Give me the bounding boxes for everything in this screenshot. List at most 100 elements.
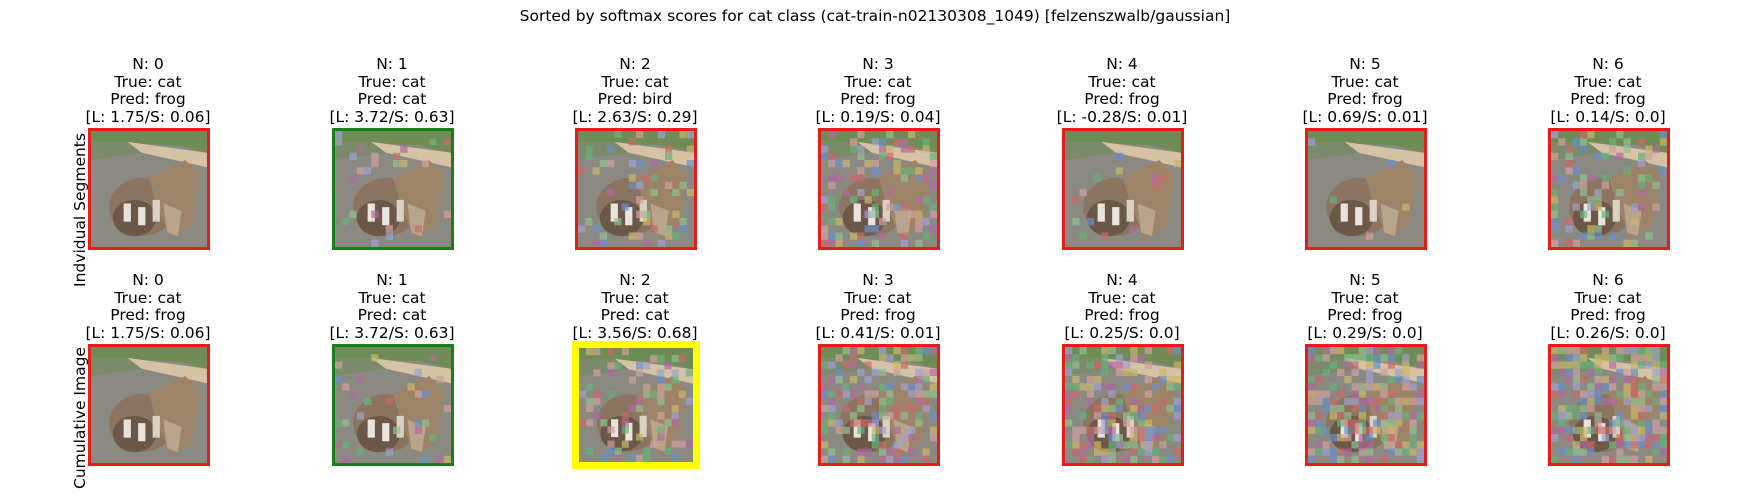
caption-pred: Pred: frog xyxy=(1084,90,1160,109)
panel-caption: N: 4 True: cat Pred: frog [L: 0.25/S: 0.0] xyxy=(1012,271,1232,342)
panel-image-frame xyxy=(1305,344,1427,466)
caption-score: [L: 3.56/S: 0.68] xyxy=(572,323,698,342)
panel-caption: N: 1 True: cat Pred: cat [L: 3.72/S: 0.63] xyxy=(282,55,502,126)
caption-pred: Pred: frog xyxy=(1570,306,1646,325)
row-label-cumulative-image: Cumulative Image xyxy=(71,347,89,489)
panel-caption: N: 4 True: cat Pred: frog [L: -0.28/S: 0.01… xyxy=(1012,55,1232,126)
caption-pred: Pred: cat xyxy=(357,90,427,109)
panel-image-frame xyxy=(818,128,940,250)
caption-pred: Pred: bird xyxy=(597,90,673,109)
caption-index: N: 5 xyxy=(1349,271,1381,289)
cat-image xyxy=(578,131,694,247)
caption-score: [L: 3.72/S: 0.63] xyxy=(329,323,455,342)
caption-pred: Pred: frog xyxy=(1570,90,1646,109)
caption-pred: Pred: frog xyxy=(1084,306,1160,325)
cumulative-image-panel-1: N: 1 True: cat Pred: cat [L: 3.72/S: 0.63] xyxy=(282,271,502,466)
individual-segments-panel-5: N: 5 True: cat Pred: frog [L: 0.69/S: 0.01] xyxy=(1255,55,1475,250)
individual-segments-panel-0: N: 0 True: cat Pred: frog [L: 1.75/S: 0.06] xyxy=(38,55,258,250)
panel-image-frame xyxy=(88,344,210,466)
panel-image-frame xyxy=(332,128,454,250)
panel-image-frame xyxy=(1062,344,1184,466)
individual-segments-panel-6: N: 6 True: cat Pred: frog [L: 0.14/S: 0.0] xyxy=(1498,55,1718,250)
panel-caption: N: 0 True: cat Pred: frog [L: 1.75/S: 0.06] xyxy=(38,271,258,342)
caption-index: N: 2 xyxy=(619,271,651,289)
panel-image-frame xyxy=(1548,128,1670,250)
caption-pred: Pred: frog xyxy=(1327,90,1403,109)
cat-image xyxy=(91,131,207,247)
panel-caption: N: 2 True: cat Pred: cat [L: 3.56/S: 0.68] xyxy=(525,271,745,342)
panel-caption: N: 3 True: cat Pred: frog [L: 0.19/S: 0.04] xyxy=(768,55,988,126)
caption-true: True: cat xyxy=(601,72,669,91)
cumulative-image-panel-0: N: 0 True: cat Pred: frog [L: 1.75/S: 0.06] xyxy=(38,271,258,466)
caption-index: N: 2 xyxy=(619,55,651,73)
panel-caption: N: 1 True: cat Pred: cat [L: 3.72/S: 0.63] xyxy=(282,271,502,342)
caption-pred: Pred: frog xyxy=(110,90,186,109)
caption-score: [L: 0.26/S: 0.0] xyxy=(1550,323,1666,342)
caption-index: N: 5 xyxy=(1349,55,1381,73)
caption-score: [L: 0.41/S: 0.01] xyxy=(815,323,941,342)
cumulative-image-panel-3: N: 3 True: cat Pred: frog [L: 0.41/S: 0.01] xyxy=(768,271,988,466)
cat-image xyxy=(1551,347,1667,463)
individual-segments-panel-3: N: 3 True: cat Pred: frog [L: 0.19/S: 0.04] xyxy=(768,55,988,250)
caption-true: True: cat xyxy=(1088,72,1156,91)
panel-image-frame xyxy=(1062,128,1184,250)
caption-index: N: 4 xyxy=(1106,271,1138,289)
row-label-individual-segments: Indvidual Segments xyxy=(71,133,89,287)
caption-score: [L: 0.25/S: 0.0] xyxy=(1064,323,1180,342)
caption-true: True: cat xyxy=(1331,288,1399,307)
cat-image xyxy=(1308,347,1424,463)
panel-image-frame xyxy=(575,128,697,250)
caption-true: True: cat xyxy=(1088,288,1156,307)
caption-true: True: cat xyxy=(844,288,912,307)
caption-index: N: 3 xyxy=(862,271,894,289)
caption-index: N: 1 xyxy=(376,271,408,289)
cat-image xyxy=(1308,131,1424,247)
caption-score: [L: 1.75/S: 0.06] xyxy=(85,323,211,342)
panel-image-frame xyxy=(818,344,940,466)
cat-image xyxy=(821,131,937,247)
cat-image xyxy=(335,131,451,247)
panel-image-frame xyxy=(1305,128,1427,250)
caption-score: [L: 0.69/S: 0.01] xyxy=(1302,107,1428,126)
cumulative-image-panel-4: N: 4 True: cat Pred: frog [L: 0.25/S: 0.0] xyxy=(1012,271,1232,466)
panel-image-frame xyxy=(572,341,700,469)
caption-index: N: 6 xyxy=(1592,55,1624,73)
caption-score: [L: -0.28/S: 0.01] xyxy=(1056,107,1188,126)
panel-image-frame xyxy=(1548,344,1670,466)
cat-image xyxy=(1065,131,1181,247)
caption-score: [L: 0.14/S: 0.0] xyxy=(1550,107,1666,126)
cumulative-image-panel-5: N: 5 True: cat Pred: frog [L: 0.29/S: 0.0] xyxy=(1255,271,1475,466)
cat-image xyxy=(821,347,937,463)
individual-segments-panel-1: N: 1 True: cat Pred: cat [L: 3.72/S: 0.63] xyxy=(282,55,502,250)
caption-pred: Pred: cat xyxy=(357,306,427,325)
caption-score: [L: 0.29/S: 0.0] xyxy=(1307,323,1423,342)
panel-caption: N: 3 True: cat Pred: frog [L: 0.41/S: 0.01] xyxy=(768,271,988,342)
individual-segments-panel-2: N: 2 True: cat Pred: bird [L: 2.63/S: 0.29] xyxy=(525,55,745,250)
panel-image-frame xyxy=(88,128,210,250)
individual-segments-panel-4: N: 4 True: cat Pred: frog [L: -0.28/S: 0.01… xyxy=(1012,55,1232,250)
caption-index: N: 1 xyxy=(376,55,408,73)
caption-pred: Pred: cat xyxy=(600,306,670,325)
cat-image xyxy=(335,347,451,463)
caption-pred: Pred: frog xyxy=(110,306,186,325)
caption-true: True: cat xyxy=(1574,72,1642,91)
caption-index: N: 0 xyxy=(132,55,164,73)
caption-score: [L: 3.72/S: 0.63] xyxy=(329,107,455,126)
caption-score: [L: 1.75/S: 0.06] xyxy=(85,107,211,126)
caption-true: True: cat xyxy=(358,288,426,307)
panel-caption: N: 5 True: cat Pred: frog [L: 0.29/S: 0.0] xyxy=(1255,271,1475,342)
cat-image xyxy=(91,347,207,463)
panel-caption: N: 2 True: cat Pred: bird [L: 2.63/S: 0.29] xyxy=(525,55,745,126)
caption-pred: Pred: frog xyxy=(840,90,916,109)
caption-index: N: 0 xyxy=(132,271,164,289)
caption-true: True: cat xyxy=(1331,72,1399,91)
caption-index: N: 4 xyxy=(1106,55,1138,73)
caption-true: True: cat xyxy=(844,72,912,91)
caption-true: True: cat xyxy=(114,72,182,91)
caption-score: [L: 2.63/S: 0.29] xyxy=(572,107,698,126)
panel-caption: N: 5 True: cat Pred: frog [L: 0.69/S: 0.01] xyxy=(1255,55,1475,126)
caption-true: True: cat xyxy=(1574,288,1642,307)
caption-true: True: cat xyxy=(358,72,426,91)
caption-pred: Pred: frog xyxy=(840,306,916,325)
caption-true: True: cat xyxy=(601,288,669,307)
